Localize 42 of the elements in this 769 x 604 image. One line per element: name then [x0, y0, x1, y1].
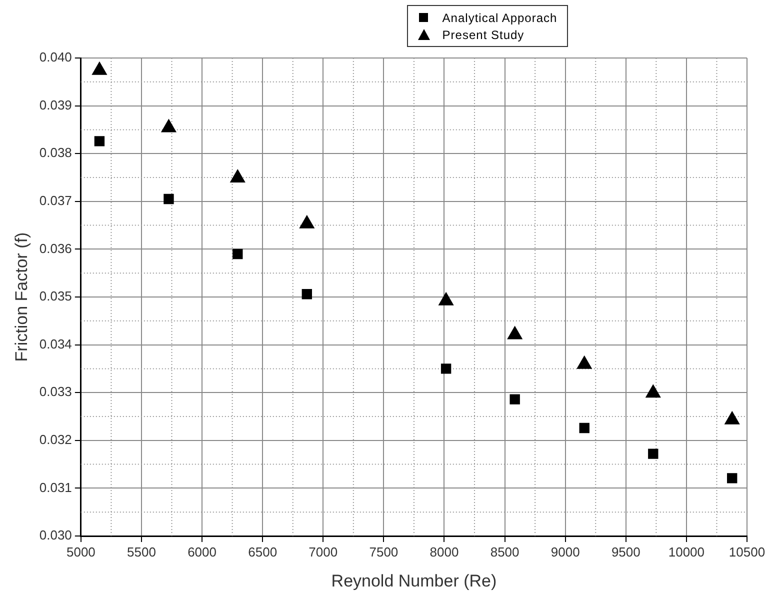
point	[646, 384, 661, 398]
y-tick-label: 0.037	[39, 192, 72, 208]
point	[164, 194, 174, 204]
x-tick-label: 9000	[550, 544, 580, 560]
point	[232, 248, 243, 260]
y-tick-label: 0.032	[39, 432, 72, 447]
y-tick-label: 0.035	[39, 288, 72, 304]
x-tick-label: 10000	[668, 544, 705, 560]
point	[507, 326, 522, 340]
point	[302, 289, 312, 300]
point	[510, 394, 520, 404]
point	[161, 119, 176, 132]
y-axis-title: Friction Factor (f)	[12, 232, 31, 362]
y-tick-label: 0.039	[39, 97, 72, 112]
x-axis-title: Reynold Number (Re)	[331, 571, 497, 590]
point	[440, 364, 452, 374]
x-tick-label: 8000	[430, 544, 459, 560]
point	[648, 448, 658, 459]
point	[727, 473, 738, 484]
x-tick-label: 5000	[66, 544, 96, 560]
point	[299, 215, 314, 228]
x-tick-label: 9500	[611, 544, 640, 560]
y-tick-label: 0.036	[39, 240, 72, 256]
y-tick-label: 0.040	[39, 50, 72, 65]
point	[579, 422, 590, 434]
y-tick-label: 0.030	[39, 528, 72, 543]
x-tick-label: 7500	[369, 544, 398, 560]
x-tick-label: 6000	[188, 544, 216, 560]
x-tick-label: 8500	[490, 544, 520, 560]
x-tick-label: 10500	[728, 544, 766, 560]
legend-label: Present Study	[442, 28, 524, 42]
legend-label: Analytical Apporach	[442, 10, 558, 24]
point	[230, 169, 246, 182]
x-tick-label: 7000	[308, 544, 338, 560]
y-tick-label: 0.034	[39, 336, 72, 352]
point	[438, 292, 454, 306]
y-tick-label: 0.031	[39, 480, 72, 495]
y-tick-label: 0.038	[39, 145, 72, 160]
x-tick-label: 6500	[248, 544, 278, 560]
x-tick-label: 5500	[127, 544, 156, 560]
y-tick-label: 0.033	[39, 384, 72, 400]
point	[92, 62, 107, 75]
